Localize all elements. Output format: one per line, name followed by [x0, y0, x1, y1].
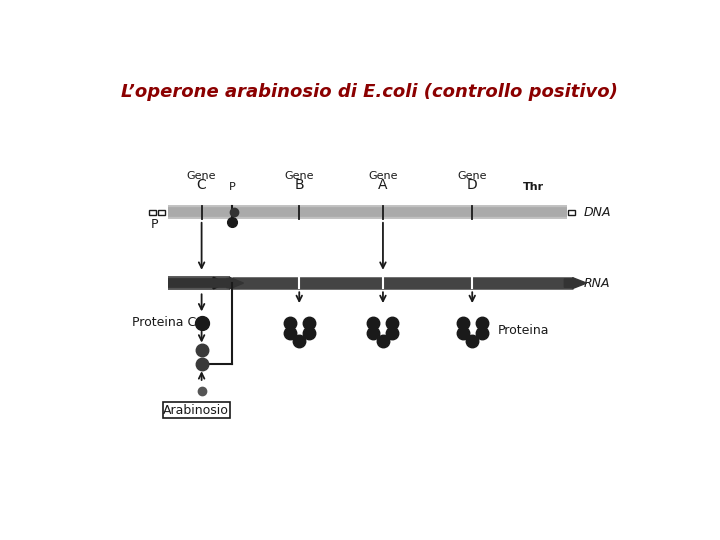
Text: Proteina C: Proteina C	[132, 316, 196, 329]
Text: Proteina: Proteina	[498, 325, 549, 338]
Text: Thr: Thr	[523, 183, 544, 192]
Text: DNA: DNA	[584, 206, 611, 219]
Text: Arabinosio: Arabinosio	[163, 404, 229, 417]
Text: L’operone arabinosio di E.coli (controllo positivo): L’operone arabinosio di E.coli (controll…	[120, 83, 618, 101]
Text: B: B	[294, 178, 304, 192]
Bar	[148, 210, 156, 215]
Text: Gene: Gene	[457, 171, 487, 181]
Text: P: P	[150, 218, 158, 231]
Text: Gene: Gene	[187, 171, 216, 181]
Text: RNA: RNA	[584, 276, 611, 289]
Text: Gene: Gene	[284, 171, 314, 181]
Text: Gene: Gene	[368, 171, 397, 181]
Bar	[163, 402, 230, 418]
Bar	[158, 210, 166, 215]
FancyArrow shape	[564, 278, 587, 288]
Text: A: A	[378, 178, 387, 192]
FancyArrow shape	[227, 277, 243, 289]
Text: C: C	[197, 178, 207, 192]
Text: D: D	[467, 178, 477, 192]
Text: P: P	[229, 183, 235, 192]
Bar	[568, 210, 575, 215]
